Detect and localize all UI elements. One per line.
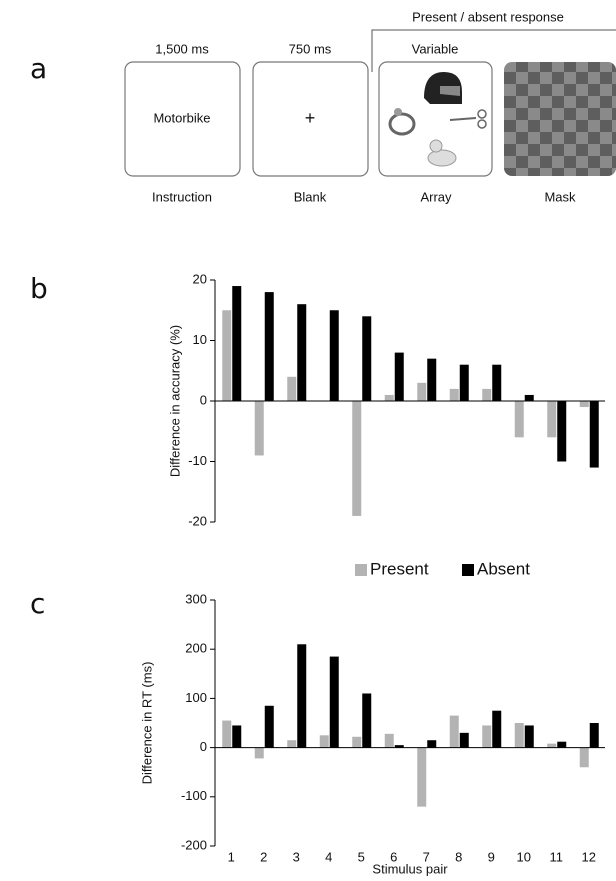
x-tick-label: 9 xyxy=(488,849,495,864)
y-tick-label: -10 xyxy=(188,453,207,468)
bar xyxy=(524,725,534,748)
mask-box xyxy=(504,62,616,176)
frame-box xyxy=(252,61,369,177)
bar xyxy=(297,644,307,748)
x-tick-label: 1 xyxy=(228,849,235,864)
bar xyxy=(557,401,567,462)
x-tick-label: 8 xyxy=(455,849,462,864)
y-tick-label: 200 xyxy=(185,641,207,656)
bracket xyxy=(371,29,616,72)
y-tick-label: 20 xyxy=(193,271,207,286)
bar xyxy=(449,715,459,748)
bar xyxy=(384,733,394,748)
bar xyxy=(352,736,362,748)
frame-box xyxy=(124,61,241,177)
y-tick-label: 0 xyxy=(200,392,207,407)
legend-label: Present xyxy=(370,559,429,578)
bar xyxy=(482,388,492,401)
bar xyxy=(264,292,274,401)
bar xyxy=(222,720,232,748)
bar xyxy=(384,394,394,401)
bar xyxy=(459,364,469,401)
bar xyxy=(329,656,339,748)
frame-content: + xyxy=(305,108,316,128)
bar xyxy=(362,693,372,748)
bar xyxy=(394,352,404,401)
x-tick-label: 10 xyxy=(517,849,531,864)
bar xyxy=(329,310,339,401)
frame-name: Mask xyxy=(544,189,576,204)
bar xyxy=(482,725,492,748)
legend-swatch xyxy=(355,564,367,576)
y-tick-label: 100 xyxy=(185,690,207,705)
panel-label: a xyxy=(30,52,47,85)
array-icons xyxy=(388,72,487,167)
y-tick-label: 0 xyxy=(200,739,207,754)
bar xyxy=(297,304,307,401)
x-tick-label: 4 xyxy=(325,849,332,864)
frame-duration: 750 ms xyxy=(289,41,332,56)
frame-name: Array xyxy=(420,189,452,204)
bar xyxy=(222,310,232,401)
bar xyxy=(557,741,567,748)
bar xyxy=(352,401,362,516)
bar xyxy=(589,401,599,468)
bar xyxy=(427,740,437,748)
bar xyxy=(232,725,242,748)
bar xyxy=(394,745,404,748)
bar xyxy=(287,376,297,401)
y-axis-label: Difference in accuracy (%) xyxy=(167,325,182,477)
bracket-label: Present / absent response xyxy=(412,9,564,24)
bar xyxy=(362,316,372,401)
x-tick-label: 5 xyxy=(358,849,365,864)
x-tick-label: 6 xyxy=(390,849,397,864)
bar xyxy=(254,401,264,456)
bar xyxy=(264,705,274,748)
x-tick-label: 11 xyxy=(550,849,564,864)
legend-label: Absent xyxy=(477,559,530,578)
frame-duration: Variable xyxy=(412,41,459,56)
x-tick-label: 7 xyxy=(423,849,430,864)
x-tick-label: 2 xyxy=(260,849,267,864)
bar xyxy=(417,382,427,401)
bar xyxy=(287,740,297,748)
bar xyxy=(492,364,502,401)
x-tick-label: 12 xyxy=(582,849,596,864)
bar xyxy=(417,747,427,807)
bar xyxy=(589,723,599,748)
y-axis-label: Difference in RT (ms) xyxy=(139,662,154,785)
bar xyxy=(449,388,459,401)
panel-label: c xyxy=(30,587,45,620)
frame-name: Instruction xyxy=(152,189,212,204)
frame-duration: 1,500 ms xyxy=(155,41,209,56)
bar xyxy=(579,747,589,768)
y-tick-label: -100 xyxy=(181,788,207,803)
bar xyxy=(319,735,329,748)
y-tick-label: -20 xyxy=(188,513,207,528)
frame-name: Blank xyxy=(294,189,327,204)
bar xyxy=(579,401,589,408)
bar xyxy=(459,732,469,748)
bar xyxy=(427,358,437,401)
frame-box xyxy=(378,61,493,177)
x-tick-label: 3 xyxy=(293,849,300,864)
bar xyxy=(492,710,502,748)
panel-label: b xyxy=(30,272,48,305)
bar xyxy=(254,747,264,759)
y-tick-label: 10 xyxy=(193,332,207,347)
bar xyxy=(514,401,524,438)
legend-swatch xyxy=(462,564,474,576)
bar xyxy=(547,743,557,748)
bar xyxy=(232,286,242,401)
frame-content: Motorbike xyxy=(153,110,210,125)
bar xyxy=(547,401,557,438)
bar xyxy=(524,394,534,401)
bar xyxy=(514,723,524,748)
x-axis-label: Stimulus pair xyxy=(372,861,448,876)
y-tick-label: 300 xyxy=(185,591,207,606)
y-tick-label: -200 xyxy=(181,837,207,852)
